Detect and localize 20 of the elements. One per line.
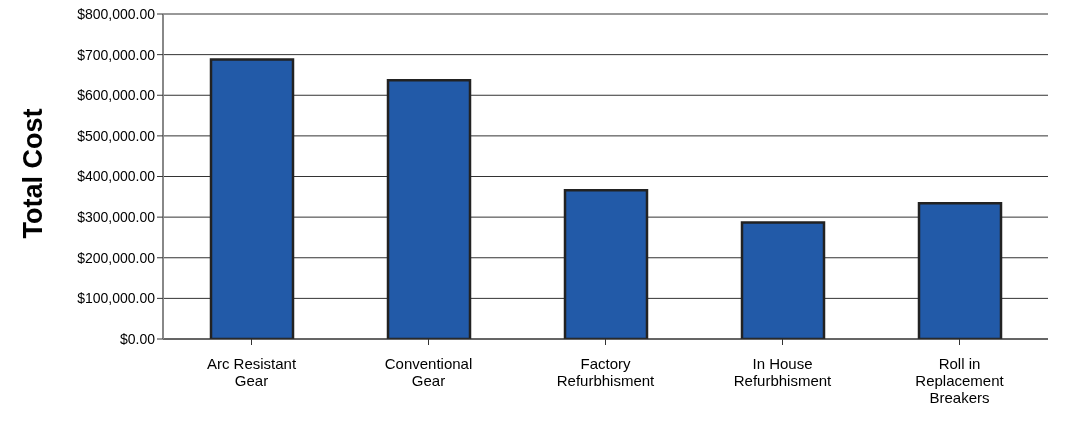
y-tick-label: $300,000.00 xyxy=(77,209,156,226)
bar xyxy=(917,202,1003,339)
y-tick-label: $800,000.00 xyxy=(77,5,156,22)
bar xyxy=(386,78,472,339)
y-tick-label: $0.00 xyxy=(119,330,156,347)
x-tick-label: Factory Refurbhisment xyxy=(556,355,656,389)
bar xyxy=(740,221,826,339)
bar xyxy=(563,189,649,339)
x-tick-label: Arc Resistant Gear xyxy=(206,355,297,389)
y-tick-label: $200,000.00 xyxy=(77,249,156,266)
x-tick-label: In House Refurbhisment xyxy=(733,355,833,389)
y-tick-label: $700,000.00 xyxy=(77,46,156,63)
x-tick-label: Conventional Gear xyxy=(384,355,473,389)
y-tick-label: $500,000.00 xyxy=(77,127,156,144)
y-tick-label: $600,000.00 xyxy=(77,87,156,104)
x-tick-label: Roll in Replacement Breakers xyxy=(915,355,1005,406)
bar xyxy=(209,58,295,339)
y-axis-title: Total Cost xyxy=(17,108,49,238)
y-tick-label: $400,000.00 xyxy=(77,168,156,185)
y-tick-label: $100,000.00 xyxy=(77,290,156,307)
